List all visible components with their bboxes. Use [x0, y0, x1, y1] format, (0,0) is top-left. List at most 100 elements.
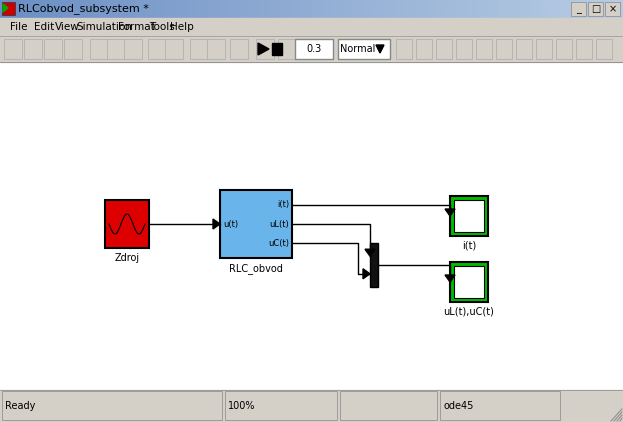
Text: i(t): i(t) — [462, 240, 476, 250]
Bar — [135, 0, 145, 18]
Bar — [125, 0, 135, 18]
Text: Tools: Tools — [149, 22, 174, 32]
Bar — [556, 39, 572, 59]
Bar — [44, 39, 62, 59]
Text: ×: × — [609, 4, 617, 14]
Bar — [280, 0, 291, 18]
Bar — [24, 39, 42, 59]
Polygon shape — [445, 275, 455, 282]
Bar — [0, 0, 11, 18]
Bar — [540, 0, 550, 18]
Text: _: _ — [576, 4, 581, 14]
Bar — [0, 62, 623, 390]
Bar — [0, 390, 623, 422]
Bar — [230, 39, 248, 59]
Bar — [363, 0, 374, 18]
Bar — [187, 0, 197, 18]
Bar — [93, 0, 104, 18]
Bar — [73, 0, 83, 18]
Bar — [447, 0, 457, 18]
Bar — [476, 39, 492, 59]
Bar — [457, 0, 467, 18]
Bar — [396, 39, 412, 59]
Bar — [426, 0, 436, 18]
Bar — [498, 0, 509, 18]
Bar — [83, 0, 93, 18]
Bar — [256, 39, 274, 59]
Bar — [42, 0, 52, 18]
Bar — [394, 0, 405, 18]
Bar — [114, 0, 125, 18]
Text: RLC_obvod: RLC_obvod — [229, 263, 283, 274]
Bar — [456, 39, 472, 59]
Bar — [588, 2, 603, 16]
Bar — [322, 0, 332, 18]
Bar — [62, 0, 73, 18]
Bar — [605, 2, 620, 16]
Bar — [436, 39, 452, 59]
Bar — [207, 0, 218, 18]
Bar — [332, 0, 343, 18]
Bar — [2, 391, 222, 420]
Text: i(t): i(t) — [277, 200, 289, 209]
Bar — [2, 2, 15, 15]
Text: RLCobvod_subsystem *: RLCobvod_subsystem * — [18, 3, 149, 14]
Bar — [166, 0, 176, 18]
Bar — [104, 0, 114, 18]
Bar — [530, 0, 540, 18]
Bar — [90, 39, 108, 59]
Bar — [312, 0, 322, 18]
Text: uC(t): uC(t) — [268, 238, 289, 248]
Bar — [384, 0, 394, 18]
Bar — [596, 39, 612, 59]
Bar — [124, 39, 142, 59]
Bar — [576, 39, 592, 59]
Bar — [31, 0, 42, 18]
Bar — [561, 0, 571, 18]
Bar — [374, 0, 384, 18]
Bar — [353, 0, 363, 18]
Bar — [454, 266, 484, 298]
Bar — [270, 0, 280, 18]
Bar — [301, 0, 312, 18]
Bar — [272, 43, 282, 55]
Bar — [105, 200, 149, 248]
Text: Help: Help — [170, 22, 194, 32]
Text: View: View — [55, 22, 80, 32]
Bar — [148, 39, 166, 59]
Bar — [488, 0, 498, 18]
Bar — [291, 0, 301, 18]
Bar — [340, 391, 437, 420]
Bar — [197, 0, 207, 18]
Text: Zdroj: Zdroj — [115, 253, 140, 263]
Bar — [190, 39, 208, 59]
Text: Normal: Normal — [340, 44, 376, 54]
Bar — [0, 18, 623, 36]
Text: 0.3: 0.3 — [307, 44, 321, 54]
Bar — [0, 36, 623, 62]
Text: 100%: 100% — [228, 401, 255, 411]
Bar — [467, 0, 478, 18]
Bar — [450, 262, 488, 302]
Bar — [165, 39, 183, 59]
Bar — [454, 200, 484, 232]
Bar — [516, 39, 532, 59]
Text: □: □ — [591, 4, 600, 14]
Bar — [602, 0, 612, 18]
Bar — [519, 0, 530, 18]
Bar — [260, 0, 270, 18]
Text: uL(t): uL(t) — [269, 219, 289, 228]
Bar — [592, 0, 602, 18]
Bar — [338, 39, 390, 59]
Bar — [156, 0, 166, 18]
Polygon shape — [258, 43, 269, 55]
Bar — [405, 0, 416, 18]
Text: Edit: Edit — [34, 22, 54, 32]
Bar — [416, 0, 426, 18]
Bar — [218, 0, 229, 18]
Bar — [436, 0, 447, 18]
Bar — [220, 190, 292, 258]
Bar — [440, 391, 560, 420]
Text: Format: Format — [118, 22, 155, 32]
Bar — [509, 0, 519, 18]
